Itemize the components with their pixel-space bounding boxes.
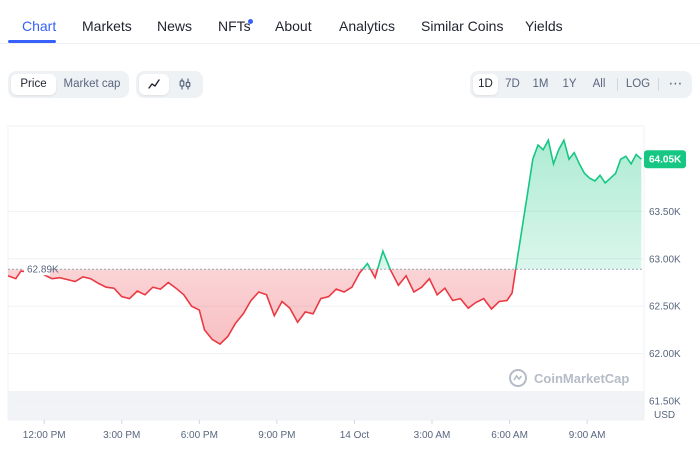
nfts-new-badge bbox=[248, 19, 253, 24]
more-options-button[interactable]: ⋯ bbox=[663, 74, 688, 95]
range-1d-button[interactable]: 1D bbox=[473, 74, 498, 95]
metric-toggle: Price Market cap bbox=[8, 71, 129, 98]
baseline-label-bg bbox=[24, 262, 50, 276]
x-tick-label: 9:00 PM bbox=[258, 430, 295, 441]
time-range-toggle: 1D 7D 1M 1Y All LOG ⋯ bbox=[470, 71, 692, 98]
tab-about[interactable]: About bbox=[275, 18, 312, 34]
market-cap-button[interactable]: Market cap bbox=[63, 78, 121, 90]
x-tick-label: 6:00 PM bbox=[181, 430, 218, 441]
coinmarketcap-logo-icon bbox=[509, 369, 527, 387]
candlestick-icon bbox=[179, 78, 191, 90]
tab-markets[interactable]: Markets bbox=[82, 18, 132, 34]
candlestick-button[interactable] bbox=[170, 74, 200, 95]
tab-analytics[interactable]: Analytics bbox=[339, 18, 396, 34]
watermark-text: CoinMarketCap bbox=[534, 371, 629, 386]
y-tick-label: 63.50K bbox=[649, 207, 681, 218]
current-price-badge: 64.05K bbox=[644, 150, 686, 169]
x-tick-label: 14 Oct bbox=[340, 430, 370, 441]
x-tick-label: 3:00 PM bbox=[103, 430, 140, 441]
coinmarketcap-logo-mark bbox=[513, 374, 523, 381]
line-chart-button[interactable] bbox=[139, 74, 169, 95]
tab-chart[interactable]: Chart bbox=[22, 18, 57, 34]
current-price-badge-bg bbox=[644, 150, 686, 169]
price-line-up bbox=[34, 137, 642, 270]
tab-bar: Chart Markets News NFTs About Analytics … bbox=[0, 0, 700, 44]
currency-label: USD bbox=[654, 410, 675, 421]
volume-band bbox=[8, 391, 644, 420]
current-price-label: 64.05K bbox=[649, 155, 682, 166]
watermark: CoinMarketCap bbox=[509, 369, 629, 387]
more-horizontal-icon: ⋯ bbox=[668, 75, 683, 91]
x-tick-label: 6:00 AM bbox=[491, 430, 528, 441]
y-tick-label: 62.00K bbox=[649, 349, 681, 360]
toolbar-divider bbox=[617, 78, 618, 91]
x-tick-label: 3:00 AM bbox=[414, 430, 451, 441]
range-7d-button[interactable]: 7D bbox=[505, 78, 520, 90]
log-scale-button[interactable]: LOG bbox=[625, 78, 651, 90]
active-tab-indicator bbox=[8, 40, 56, 43]
price-button[interactable]: Price bbox=[11, 74, 56, 95]
x-tick-label: 9:00 AM bbox=[569, 430, 606, 441]
range-1y-button[interactable]: 1Y bbox=[562, 78, 577, 90]
tab-nfts[interactable]: NFTs bbox=[218, 18, 251, 34]
x-axis: 12:00 PM 3:00 PM 6:00 PM 9:00 PM 14 Oct 3:00 … bbox=[23, 420, 606, 441]
area-above-baseline bbox=[8, 140, 642, 270]
x-tick-label: 12:00 PM bbox=[23, 430, 66, 441]
y-tick-label: 61.50K bbox=[649, 397, 681, 408]
range-1m-button[interactable]: 1M bbox=[532, 78, 549, 90]
tab-yields[interactable]: Yields bbox=[525, 18, 563, 34]
line-chart-icon bbox=[148, 79, 160, 89]
toolbar-divider bbox=[658, 78, 659, 91]
chart-style-toggle bbox=[136, 71, 203, 98]
range-all-button[interactable]: All bbox=[592, 78, 606, 90]
y-tick-label: 63.00K bbox=[649, 254, 681, 265]
tab-news[interactable]: News bbox=[157, 18, 193, 34]
y-tick-label: 62.50K bbox=[649, 302, 681, 313]
area-below-baseline bbox=[8, 269, 516, 345]
baseline-label: 62.89K bbox=[27, 265, 59, 276]
tab-similar-coins[interactable]: Similar Coins bbox=[421, 18, 504, 34]
price-line-down bbox=[8, 269, 517, 346]
y-axis: 63.50K 63.00K 62.50K 62.00K 61.50K bbox=[649, 207, 681, 408]
